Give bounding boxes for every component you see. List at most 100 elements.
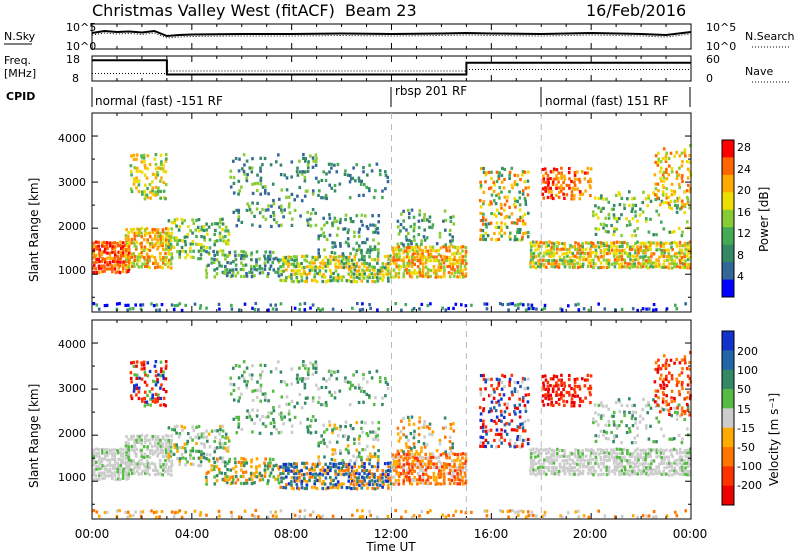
power-cell [662, 184, 665, 187]
velocity-cell [602, 414, 605, 417]
power-cell [155, 163, 158, 166]
power-cell [681, 180, 684, 183]
power-cell [280, 273, 283, 276]
velocity-cell [322, 424, 325, 427]
power-cell [544, 167, 547, 170]
velocity-cell [662, 401, 665, 404]
velocity-cell [548, 466, 551, 469]
power-cell [159, 180, 162, 183]
velocity-cell [605, 437, 608, 440]
velocity-cell [128, 473, 131, 476]
velocity-cell [106, 464, 109, 467]
velocity-cell [119, 448, 122, 451]
power-cell [450, 243, 453, 246]
velocity-cell [574, 378, 577, 381]
power-cell [668, 266, 671, 269]
velocity-cell [118, 509, 121, 512]
power-cell [450, 216, 453, 219]
velocity-cell [363, 462, 366, 465]
velocity-cell [527, 419, 530, 422]
power-cell [154, 158, 157, 161]
power-cell [288, 256, 291, 259]
velocity-cell [342, 482, 345, 485]
velocity-cell [256, 409, 259, 412]
power-cell [111, 264, 114, 267]
velocity-cell [253, 481, 256, 484]
velocity-cell [413, 442, 416, 445]
power-cell [384, 187, 387, 190]
power-cell [687, 252, 690, 255]
power-cell [548, 259, 551, 262]
power-cell [282, 279, 285, 282]
velocity-cell [365, 469, 368, 472]
power-cell [443, 269, 446, 272]
power-cell [206, 272, 209, 275]
power-cell [675, 151, 678, 154]
power-cell [368, 164, 371, 167]
power-cell [501, 167, 504, 170]
power-cell [557, 180, 560, 183]
power-cell [683, 211, 686, 214]
velocity-cell [686, 462, 689, 465]
velocity-cell [339, 428, 342, 431]
velocity-cell [686, 473, 689, 476]
power-cell [279, 279, 282, 282]
power-cell [595, 213, 598, 216]
velocity-cell [644, 449, 647, 452]
power-cell [595, 249, 598, 252]
power-cell [629, 266, 632, 269]
power-cell [674, 200, 677, 203]
velocity-cell [246, 462, 249, 465]
velocity-cell [335, 476, 338, 479]
velocity-cell [623, 456, 626, 459]
velocity-cell [400, 466, 403, 469]
power-cell [168, 246, 171, 249]
power-cell [429, 246, 432, 249]
velocity-cell [355, 459, 358, 462]
power-cell [366, 186, 369, 189]
velocity-cell [379, 380, 382, 383]
velocity-cell [518, 398, 521, 401]
power-cell [413, 229, 416, 232]
velocity-cell [595, 440, 598, 443]
velocity-cell [322, 438, 325, 441]
velocity-cell [670, 462, 673, 465]
velocity-cell [663, 462, 666, 465]
velocity-cell [262, 393, 265, 396]
power-cell [360, 220, 363, 223]
velocity-cell [332, 483, 335, 486]
power-cell [490, 177, 493, 180]
power-cell [165, 170, 168, 173]
velocity-cell [345, 463, 348, 466]
power-cell [603, 223, 606, 226]
power-cell [138, 253, 141, 256]
velocity-cell [511, 374, 514, 377]
velocity-cell [600, 456, 603, 459]
power-cell [442, 220, 445, 223]
velocity-cell [504, 439, 507, 442]
velocity-cell [670, 396, 673, 399]
velocity-cell [224, 436, 227, 439]
velocity-cell [329, 476, 332, 479]
velocity-cell [165, 390, 168, 393]
velocity-cell [134, 510, 137, 513]
velocity-cell [516, 390, 519, 393]
power-cell [209, 246, 212, 249]
power-cell [165, 235, 168, 238]
velocity-cell [585, 455, 588, 458]
power-cell [639, 213, 642, 216]
velocity-cell [516, 445, 519, 448]
power-colorbar-swatch [722, 210, 734, 228]
power-cell [619, 245, 622, 248]
power-cell [329, 269, 332, 272]
velocity-cell [437, 482, 440, 485]
velocity-cell [293, 470, 296, 473]
power-cell [545, 266, 548, 269]
power-cell [493, 232, 496, 235]
velocity-cell [662, 470, 665, 473]
power-cell [488, 171, 491, 174]
velocity-cell [592, 466, 595, 469]
power-cell [111, 251, 114, 254]
power-cell [219, 221, 222, 224]
beam-label: Beam 23 [345, 1, 417, 20]
